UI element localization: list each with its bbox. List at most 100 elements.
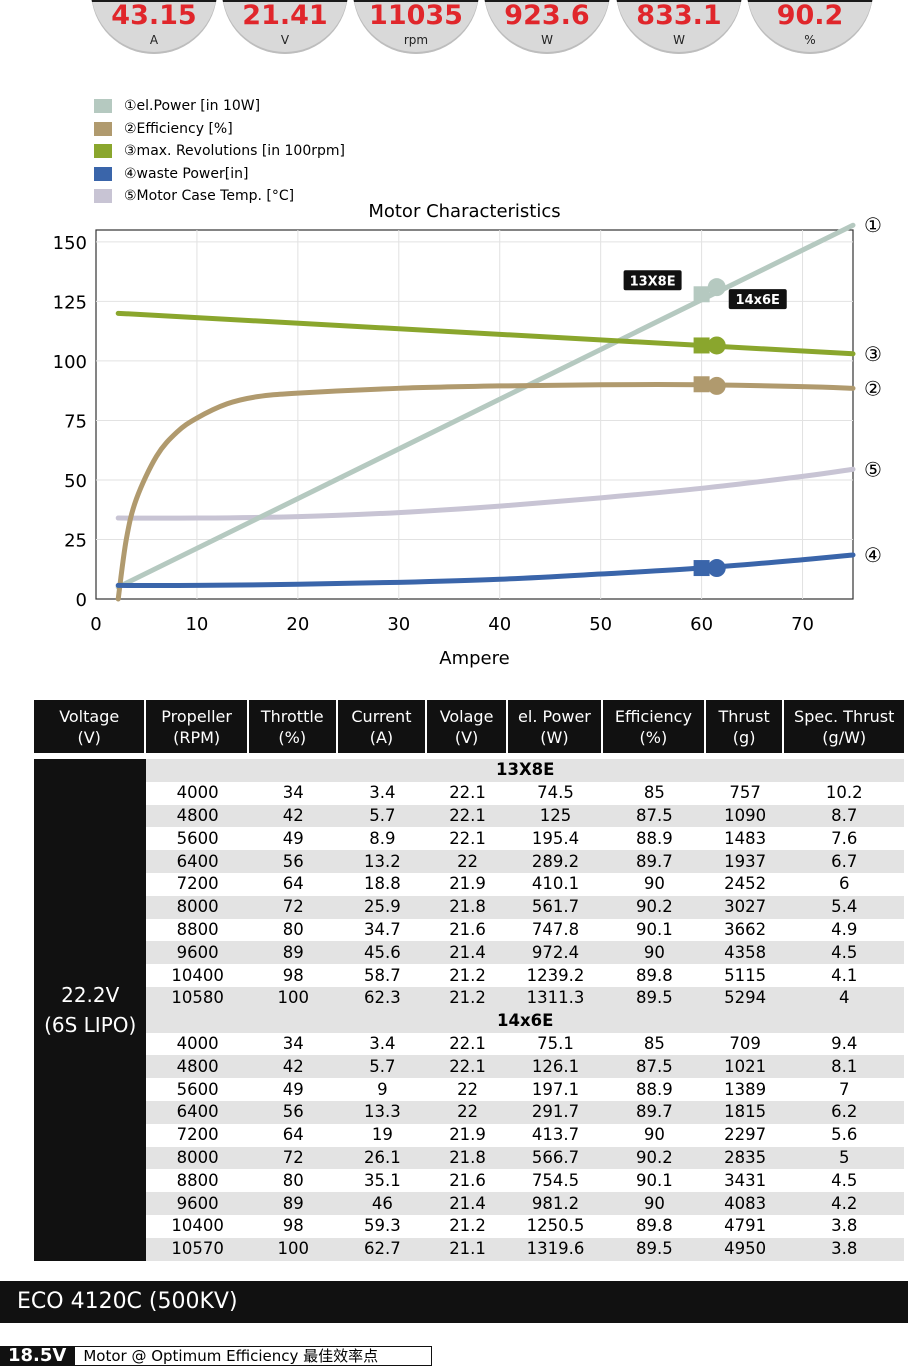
table-cell: 98 bbox=[282, 965, 304, 985]
table-cell: 9 bbox=[377, 1079, 388, 1099]
column-header: Volage (V) bbox=[427, 700, 508, 753]
table-cell: 90 bbox=[603, 1192, 706, 1215]
marker-13x8e-revolutions bbox=[693, 337, 710, 354]
table-cell: 21.9 bbox=[449, 1125, 486, 1145]
column-header-title: Spec. Thrust bbox=[794, 706, 895, 726]
table-cell: 7200 bbox=[176, 1125, 219, 1145]
table-cell: 709 bbox=[729, 1033, 761, 1053]
table-cell: 80 bbox=[282, 919, 304, 939]
table-cell: 72 bbox=[248, 1146, 338, 1170]
table-cell: 5294 bbox=[705, 986, 785, 1010]
table-cell: 4.5 bbox=[831, 1170, 858, 1190]
table-cell: 5.4 bbox=[784, 895, 904, 919]
table-cell: 3027 bbox=[705, 895, 785, 919]
table-cell: 5.7 bbox=[337, 1055, 428, 1079]
series-end-marker: ② bbox=[864, 376, 882, 400]
table-cell: 1483 bbox=[724, 828, 767, 848]
table-cell: 13.2 bbox=[337, 850, 428, 873]
column-header-title: Throttle bbox=[260, 706, 324, 726]
table-cell: 62.7 bbox=[337, 1237, 428, 1261]
y-tick-label: 100 bbox=[53, 352, 87, 373]
column-header-title: Propeller bbox=[161, 706, 232, 726]
table-row: 10400 98 58.7 21.2 1239.2 89.8 5115 4.1 bbox=[34, 964, 904, 987]
series-line-1 bbox=[115, 222, 856, 590]
column-header: Current (A) bbox=[337, 700, 428, 753]
series-end-marker: ⑤ bbox=[864, 457, 882, 481]
table-row: 8800 80 34.7 21.6 747.8 90.1 3662 4.9 bbox=[34, 919, 904, 942]
gauge-value: 21.41 bbox=[242, 0, 328, 31]
column-header-title: Voltage bbox=[59, 706, 120, 726]
table-cell: 25.9 bbox=[337, 895, 428, 919]
table-cell: 125 bbox=[507, 804, 603, 828]
legend-item: ①el.Power [in 10W] bbox=[94, 95, 345, 118]
table-cell: 3.4 bbox=[369, 783, 396, 803]
gauge-value: 833.1 bbox=[636, 0, 722, 31]
column-header-unit: (%) bbox=[639, 727, 668, 747]
gauge-unit: W bbox=[673, 33, 685, 47]
table-cell: 1815 bbox=[705, 1100, 785, 1124]
table-cell: 21.8 bbox=[427, 895, 508, 919]
table-cell: 8.9 bbox=[369, 828, 396, 848]
column-header: Efficiency (%) bbox=[603, 700, 706, 753]
table-cell: 34.7 bbox=[364, 919, 401, 939]
table-cell: 6400 bbox=[146, 1100, 249, 1124]
table-cell: 7 bbox=[838, 1079, 850, 1099]
table-cell: 5.7 bbox=[337, 804, 428, 828]
table-cell: 59.3 bbox=[364, 1216, 401, 1236]
table-cell: 291.7 bbox=[507, 1100, 603, 1124]
table-cell: 89.7 bbox=[603, 1100, 706, 1124]
table-cell: 3.4 bbox=[369, 1033, 396, 1053]
table-cell: 8000 bbox=[146, 1146, 249, 1170]
group-header-row: 14x6E bbox=[34, 1009, 904, 1033]
x-tick-label: 0 bbox=[90, 614, 101, 635]
table-cell: 754.5 bbox=[531, 1170, 580, 1190]
table-cell: 90.1 bbox=[636, 1170, 673, 1190]
table-cell: 21.6 bbox=[449, 1170, 486, 1190]
group-header-row: 22.2V (6S LIPO) 13X8E bbox=[34, 759, 904, 1261]
table-cell: 8.7 bbox=[784, 804, 904, 828]
x-tick-label: 50 bbox=[589, 614, 612, 635]
legend-label: ①el.Power [in 10W] bbox=[124, 98, 261, 114]
table-cell: 7.6 bbox=[831, 828, 858, 848]
table-cell: 566.7 bbox=[507, 1146, 603, 1170]
table-cell: 10400 bbox=[171, 965, 224, 985]
table-cell: 89 bbox=[248, 1192, 338, 1215]
table-cell: 6400 bbox=[146, 850, 249, 873]
table-cell: 4950 bbox=[705, 1237, 785, 1261]
column-header: Spec. Thrust (g/W) bbox=[784, 700, 904, 753]
table-cell: 5115 bbox=[724, 965, 767, 985]
table-cell: 90.1 bbox=[636, 919, 673, 939]
gauge: 11035 rpm bbox=[353, 0, 479, 54]
table-cell: 21.8 bbox=[427, 1146, 508, 1170]
x-tick-label: 30 bbox=[387, 614, 410, 635]
table-row: 8000 72 26.1 21.8 566.7 90.2 2835 5 bbox=[34, 1146, 904, 1170]
table-cell: 126.1 bbox=[507, 1055, 603, 1079]
series-line-4 bbox=[115, 552, 856, 589]
point-label: 14x6E bbox=[736, 293, 780, 308]
table-cell: 49 bbox=[282, 1079, 304, 1099]
table-cell: 21.9 bbox=[449, 874, 486, 894]
y-tick-label: 25 bbox=[64, 530, 87, 551]
table-cell: 22.1 bbox=[449, 1033, 486, 1053]
column-header-unit: (V) bbox=[454, 727, 479, 747]
gauge-unit: W bbox=[541, 33, 553, 47]
x-tick-label: 40 bbox=[488, 614, 511, 635]
table-cell: 197.1 bbox=[531, 1079, 580, 1099]
section-caption: Motor @ Optimum Efficiency 最佳效率点 bbox=[74, 1346, 433, 1366]
table-cell: 4.5 bbox=[784, 941, 904, 965]
table-row: 4800 42 5.7 22.1 126.1 87.5 1021 8.1 bbox=[34, 1055, 904, 1079]
legend-item: ③max. Revolutions [in 100rpm] bbox=[94, 140, 345, 163]
table-cell: 42 bbox=[248, 1055, 338, 1079]
table-cell: 22 bbox=[457, 1079, 479, 1099]
table-row: 4000 34 3.4 22.1 74.5 85 757 10.2 bbox=[34, 782, 904, 805]
table-cell: 46 bbox=[337, 1192, 428, 1215]
series-line-2 bbox=[115, 382, 856, 602]
table-cell: 6.2 bbox=[784, 1100, 904, 1124]
column-header: Propeller (RPM) bbox=[146, 700, 249, 753]
legend-label: ④waste Power[in] bbox=[124, 165, 249, 182]
marker-14x6e-efficiency bbox=[707, 376, 726, 395]
table-cell: 22 bbox=[427, 850, 508, 873]
table-cell: 88.9 bbox=[636, 1079, 673, 1099]
table-cell: 80 bbox=[282, 1170, 304, 1190]
table-row: 6400 56 13.3 22 291.7 89.7 1815 6.2 bbox=[34, 1100, 904, 1124]
